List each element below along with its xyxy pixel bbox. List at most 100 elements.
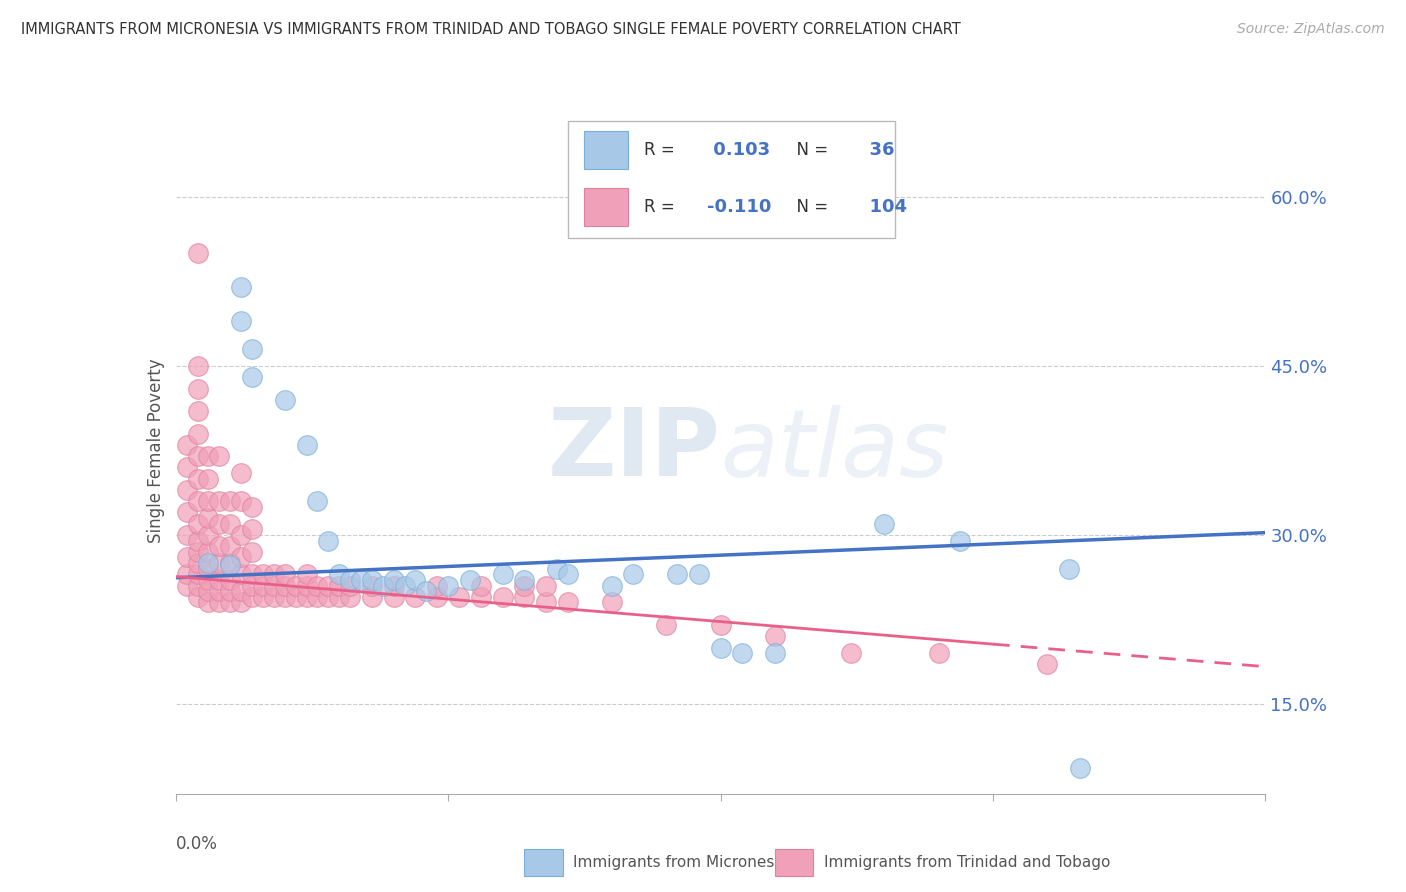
Point xyxy=(873,516,896,531)
Point xyxy=(534,595,557,609)
Point xyxy=(176,438,198,452)
Text: R =: R = xyxy=(644,141,681,160)
Point xyxy=(405,573,427,587)
FancyBboxPatch shape xyxy=(585,131,628,169)
Point xyxy=(176,460,198,475)
Point xyxy=(186,556,209,570)
Point xyxy=(231,567,253,582)
Point xyxy=(339,590,361,604)
Y-axis label: Single Female Poverty: Single Female Poverty xyxy=(146,359,165,542)
Point xyxy=(295,567,318,582)
Point xyxy=(176,550,198,565)
FancyBboxPatch shape xyxy=(524,849,562,876)
Point xyxy=(240,370,263,384)
Point xyxy=(274,590,297,604)
Point xyxy=(186,472,209,486)
Point xyxy=(219,494,242,508)
Point xyxy=(763,629,786,643)
Point xyxy=(360,578,382,592)
Point xyxy=(197,562,219,576)
Point xyxy=(219,539,242,553)
Point xyxy=(197,545,219,559)
Point xyxy=(557,567,579,582)
Point xyxy=(197,556,219,570)
Point xyxy=(841,646,863,660)
Point xyxy=(284,578,307,592)
Point xyxy=(307,578,329,592)
Point xyxy=(394,578,416,592)
Point xyxy=(186,567,209,582)
Point xyxy=(600,595,623,609)
Point xyxy=(513,578,536,592)
Point xyxy=(263,590,285,604)
Point xyxy=(371,578,394,592)
Text: 0.103: 0.103 xyxy=(707,141,770,160)
Point xyxy=(426,590,449,604)
Point xyxy=(231,280,253,294)
Text: 0.0%: 0.0% xyxy=(176,835,218,853)
Point xyxy=(284,590,307,604)
Point xyxy=(492,567,515,582)
Point xyxy=(339,578,361,592)
Point xyxy=(405,590,427,604)
Point xyxy=(197,449,219,463)
Point xyxy=(197,511,219,525)
Point xyxy=(186,578,209,592)
Point xyxy=(360,590,382,604)
Point xyxy=(176,483,198,497)
Text: -0.110: -0.110 xyxy=(707,198,772,216)
Text: N =: N = xyxy=(786,141,834,160)
Text: Immigrants from Trinidad and Tobago: Immigrants from Trinidad and Tobago xyxy=(824,855,1111,870)
Point xyxy=(546,562,568,576)
Point xyxy=(458,573,481,587)
Point xyxy=(208,595,231,609)
Point xyxy=(328,590,350,604)
Point xyxy=(176,578,198,592)
Point xyxy=(274,567,297,582)
Point xyxy=(710,640,733,655)
Point xyxy=(328,567,350,582)
Point xyxy=(382,573,405,587)
Point xyxy=(274,392,297,407)
Point xyxy=(763,646,786,660)
Point xyxy=(219,558,242,573)
Point xyxy=(350,573,373,587)
Point xyxy=(186,516,209,531)
FancyBboxPatch shape xyxy=(775,849,813,876)
Point xyxy=(208,494,231,508)
Point xyxy=(208,539,231,553)
Point xyxy=(186,246,209,260)
Point xyxy=(621,567,644,582)
Point xyxy=(197,494,219,508)
Point xyxy=(231,550,253,565)
Text: Immigrants from Micronesia: Immigrants from Micronesia xyxy=(574,855,789,870)
Point xyxy=(655,618,678,632)
Point xyxy=(470,590,492,604)
Point xyxy=(219,556,242,570)
FancyBboxPatch shape xyxy=(585,187,628,226)
Point xyxy=(208,584,231,599)
Point xyxy=(231,528,253,542)
Point xyxy=(219,573,242,587)
Point xyxy=(208,516,231,531)
Point xyxy=(240,590,263,604)
Point xyxy=(240,522,263,536)
Point xyxy=(318,578,340,592)
Point xyxy=(219,516,242,531)
Point xyxy=(186,426,209,441)
Point xyxy=(240,545,263,559)
Point xyxy=(382,578,405,592)
Point xyxy=(186,545,209,559)
Point xyxy=(197,573,219,587)
Point xyxy=(197,595,219,609)
Point xyxy=(666,567,689,582)
Point xyxy=(318,590,340,604)
Point xyxy=(176,505,198,519)
Point xyxy=(263,578,285,592)
Text: IMMIGRANTS FROM MICRONESIA VS IMMIGRANTS FROM TRINIDAD AND TOBAGO SINGLE FEMALE : IMMIGRANTS FROM MICRONESIA VS IMMIGRANTS… xyxy=(21,22,960,37)
Point xyxy=(186,494,209,508)
Point xyxy=(252,567,274,582)
Point xyxy=(415,584,437,599)
Point xyxy=(426,578,449,592)
Point xyxy=(513,590,536,604)
